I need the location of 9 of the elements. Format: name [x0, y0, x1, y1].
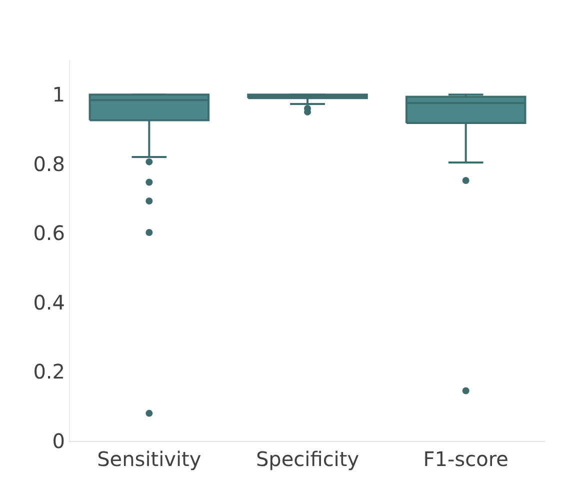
x-tick-label: F1-score	[423, 447, 508, 471]
y-tick-label: 0	[52, 429, 65, 453]
y-tick-label: 0.4	[33, 290, 65, 314]
y-tick-label: 0.6	[33, 221, 65, 246]
y-tick-label: 1	[52, 82, 65, 107]
x-tick-label: Sensitivity	[97, 447, 202, 471]
y-tick-label: 0.2	[33, 360, 65, 384]
y-tick-label: 0.8	[33, 152, 65, 176]
x-tick-label: Specificity	[256, 447, 360, 471]
